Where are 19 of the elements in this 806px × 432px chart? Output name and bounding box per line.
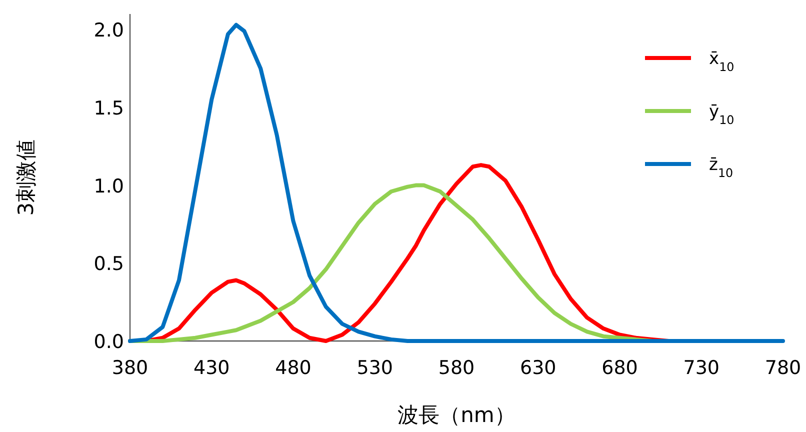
x-tick-label: 480 (275, 357, 312, 379)
x-tick-label: 580 (438, 357, 475, 379)
y-tick-label: 2.0 (94, 20, 124, 42)
x-tick-label: 780 (764, 357, 802, 379)
y-tick-label: 0.0 (94, 331, 124, 353)
x-tick-label: 730 (683, 357, 720, 379)
x-tick-label: 530 (356, 357, 394, 379)
y-tick-label: 1.0 (94, 175, 124, 198)
y-tick-label: 1.5 (94, 97, 124, 120)
legend-label: x̄$_{10}$ (709, 49, 734, 74)
x-tick-label: 430 (193, 357, 230, 379)
x-tick-label: 380 (112, 357, 148, 379)
y-tick-label: 0.5 (94, 253, 124, 276)
y-axis-title: 3刺激値 (14, 139, 38, 216)
legend-label: z̄$_{10}$ (709, 155, 734, 180)
x-tick-label: 630 (520, 357, 556, 379)
legend-label: ȳ$_{10}$ (709, 102, 734, 127)
x-axis-title: 波長（nm） (398, 403, 516, 427)
x-tick-label: 680 (602, 357, 638, 379)
